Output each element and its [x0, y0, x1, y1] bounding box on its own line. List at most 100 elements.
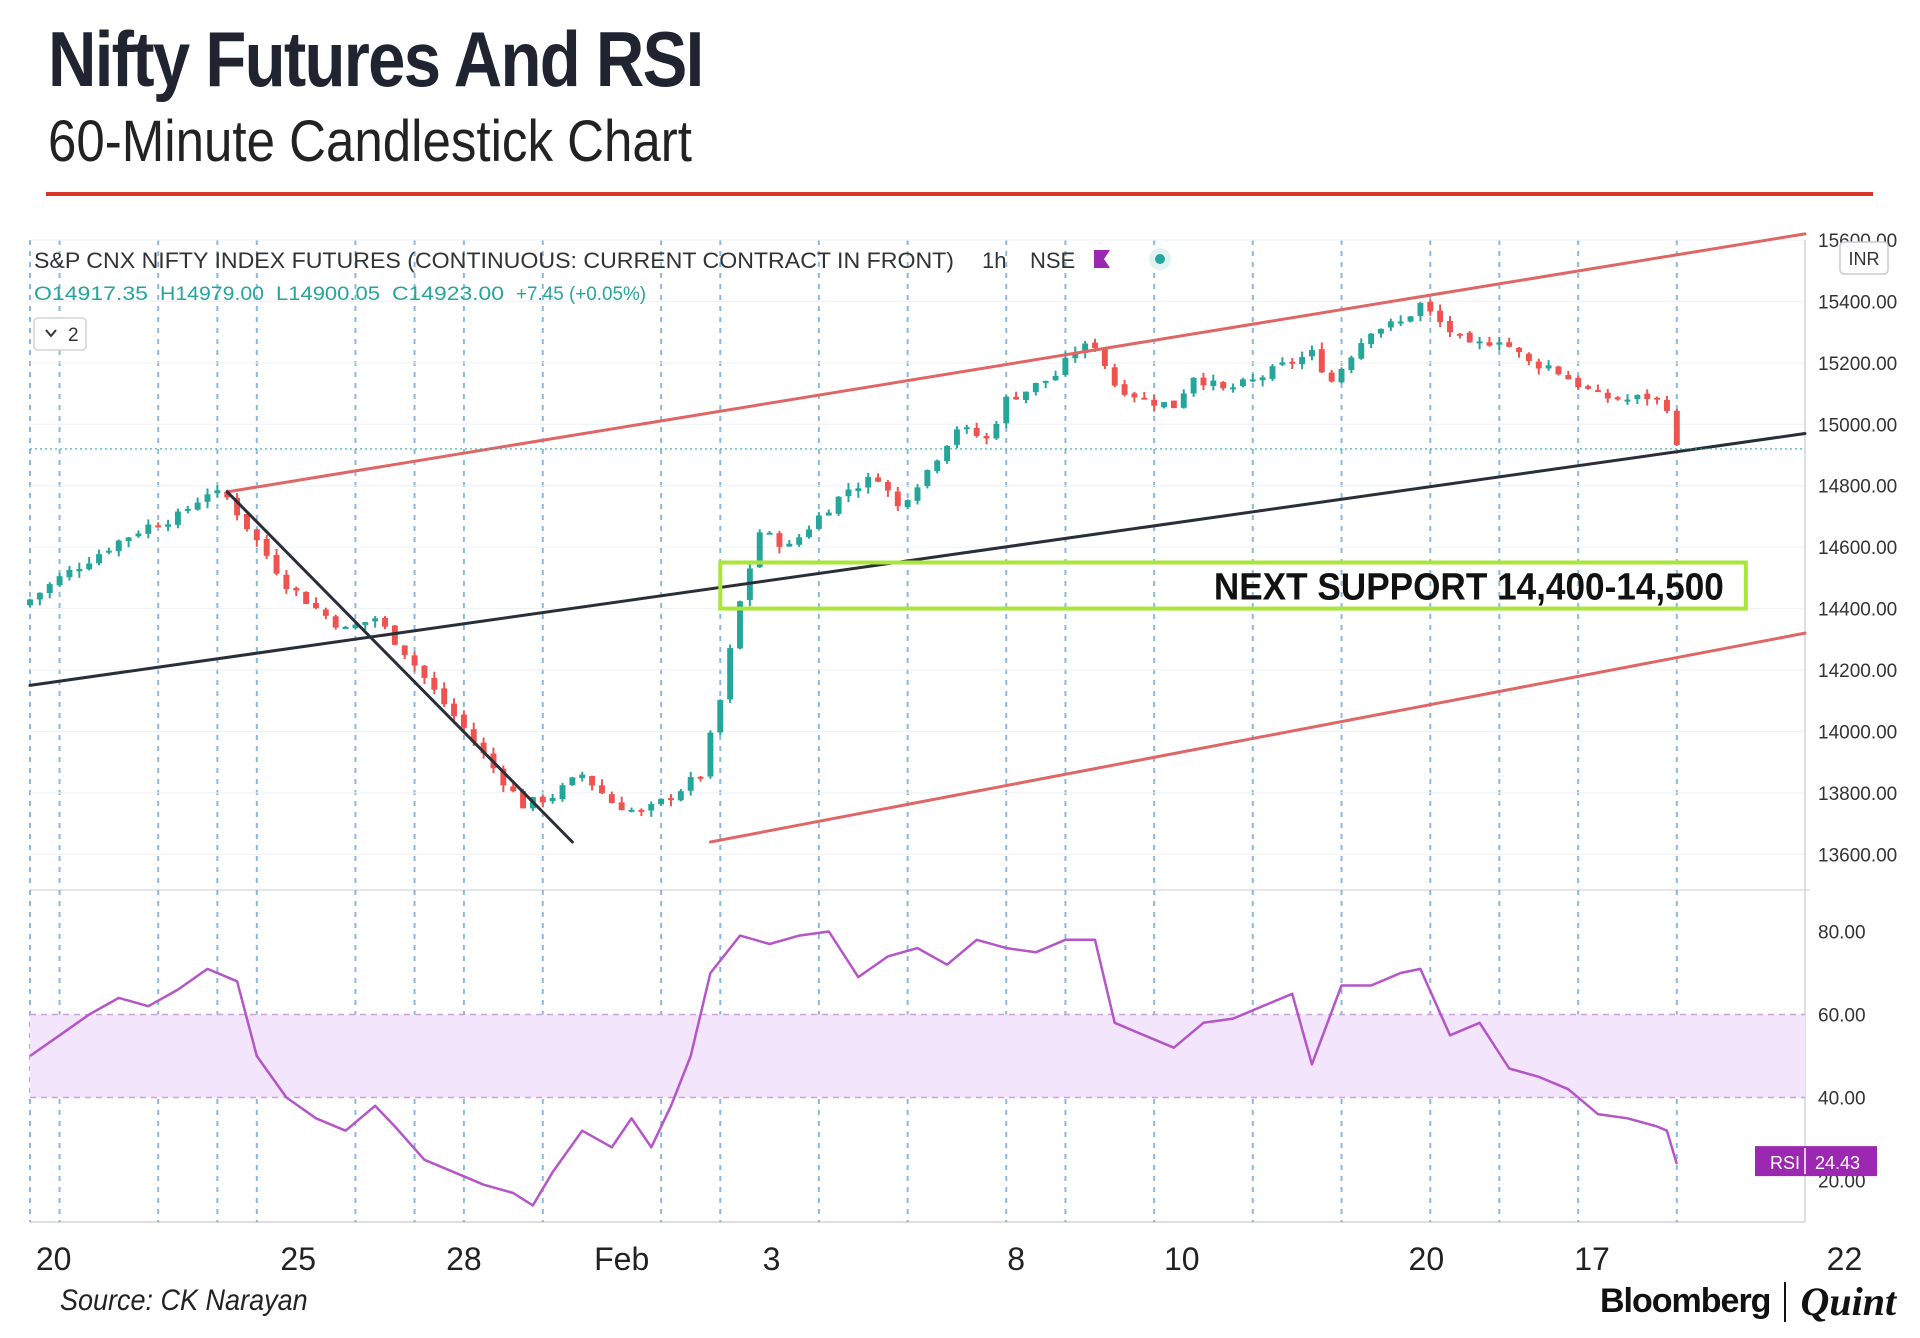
candle-up [1239, 379, 1246, 387]
candle-up [1052, 375, 1059, 381]
candle-down [441, 688, 448, 705]
candle-down [1141, 397, 1148, 400]
candle-up [1279, 362, 1286, 365]
candle-up [96, 554, 102, 564]
candle-up [1003, 396, 1010, 424]
candle-down [1654, 397, 1661, 400]
candle-down [1555, 366, 1562, 375]
time-tick-label: 20 [1409, 1241, 1445, 1277]
candle-down [460, 714, 467, 728]
rsi-badge-value: 24.43 [1815, 1153, 1860, 1173]
candle-down [776, 533, 783, 547]
price-tick-label: 15200.00 [1818, 354, 1897, 375]
price-tick-label: 14400.00 [1818, 600, 1897, 621]
candle-up [1180, 393, 1187, 408]
candle-down [1604, 392, 1611, 399]
candle-up [1368, 333, 1375, 345]
candle-down [510, 786, 517, 792]
price-axis: 15600.0015400.0015200.0015000.0014800.00… [1818, 231, 1897, 866]
rsi-badge-label: RSI [1770, 1153, 1800, 1173]
candle-up [1032, 382, 1039, 393]
candle-up [1042, 380, 1049, 383]
candle-up [737, 601, 743, 649]
candle-down [1220, 382, 1227, 389]
candle-down [589, 776, 596, 786]
candle-down [1535, 361, 1542, 369]
candle-up [1269, 366, 1276, 379]
rsi-axis: 80.00 60.00 40.00 20.00 RSI 24.43 [1755, 923, 1877, 1193]
candle-up [1062, 357, 1069, 375]
candle-up [46, 584, 53, 594]
candle-down [520, 791, 527, 809]
candle-down [283, 574, 290, 590]
price-tick-label: 15400.00 [1818, 292, 1897, 313]
candle-up [1624, 399, 1631, 402]
price-tick-label: 13800.00 [1818, 784, 1897, 805]
interval-label: 1h [982, 248, 1006, 273]
trendlines [28, 232, 1807, 844]
time-tick-label: 10 [1164, 1241, 1200, 1277]
candle-down [382, 617, 388, 627]
channel-lower [708, 631, 1807, 844]
candle-up [845, 489, 852, 497]
candle-down [875, 477, 882, 482]
candle-up [1210, 380, 1217, 386]
candle-up [352, 624, 359, 629]
rsi-tick-label: 60.00 [1818, 1006, 1866, 1027]
decline-line [225, 490, 574, 844]
candle-up [56, 576, 63, 586]
price-tick-label: 14800.00 [1818, 477, 1897, 498]
candle-up [953, 429, 960, 445]
candle-up [174, 511, 181, 525]
candle-down [598, 785, 605, 794]
candle-down [421, 665, 428, 678]
candle-down [1673, 410, 1680, 445]
candle-up [756, 532, 763, 568]
candle-down [332, 616, 339, 628]
candle-down [973, 428, 980, 436]
candle-down [1013, 396, 1020, 400]
candle-down [1318, 349, 1325, 373]
candle-up [1023, 391, 1029, 401]
candle-down [313, 602, 319, 609]
brand-bloomberg: Bloomberg [1600, 1282, 1771, 1320]
rsi-tick-label: 20.00 [1818, 1172, 1866, 1193]
candle-down [618, 802, 625, 811]
candle-up [786, 543, 793, 547]
page-title: Nifty Futures And RSI [48, 15, 704, 103]
rsi-line [29, 930, 1678, 1207]
candle-up [1338, 368, 1345, 383]
candle-up [86, 563, 93, 570]
candle-up [184, 508, 191, 511]
candle-down [224, 491, 231, 498]
brand-divider [1784, 1281, 1787, 1322]
time-tick-label: 17 [1574, 1241, 1610, 1277]
candle-down [293, 587, 300, 591]
candle-down [500, 768, 507, 786]
candle-down [894, 491, 901, 507]
candle-up [658, 798, 665, 805]
ohlc-low: L14900.05 [276, 284, 380, 305]
candle-down [638, 809, 645, 812]
candle-up [815, 515, 822, 529]
candle-up [1190, 377, 1197, 394]
candle-down [539, 796, 546, 803]
candle-down [697, 776, 704, 779]
candle-down [253, 529, 260, 541]
candle-up [904, 500, 911, 507]
candle-down [1525, 353, 1532, 362]
candle-down [451, 703, 457, 717]
candle-up [115, 540, 122, 552]
rsi-overbought-oversold-band [30, 1014, 1805, 1098]
candle-down [1506, 342, 1513, 347]
time-tick-label: 20 [36, 1241, 72, 1277]
candle-up [165, 524, 172, 527]
candle-up [648, 804, 655, 811]
time-axis: 20 25 28 Feb 3 8 10 20 17 22 [36, 1241, 1862, 1277]
candle-up [105, 550, 112, 553]
candle-down [1644, 393, 1651, 400]
ohlc-high: H14979.00 [160, 284, 264, 305]
candle-down [263, 538, 270, 556]
status-dot-icon-core [1155, 254, 1165, 264]
